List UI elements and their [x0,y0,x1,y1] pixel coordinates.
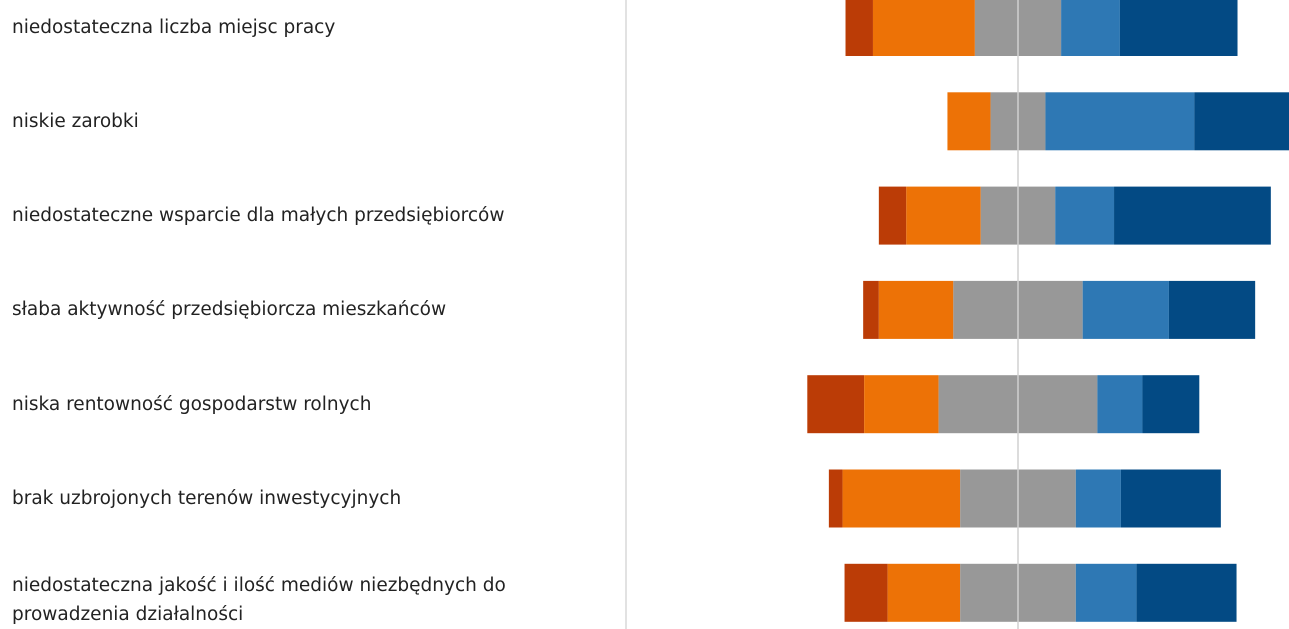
bar-segment [807,375,865,434]
bar-segment [1136,563,1237,622]
bar-segment [845,0,873,56]
category-label: niedostateczne wsparcie dla małych przed… [12,205,505,227]
bar-segment [1082,280,1169,339]
bar-segment [1045,92,1195,151]
bar-segment [1075,563,1137,622]
bar-segment [863,280,879,339]
bar-segment [844,563,888,622]
bar-segment [887,563,961,622]
category-label: niska rentowność gospodarstw rolnych [12,393,372,415]
bar-segment [878,280,954,339]
bar-segment [864,375,939,434]
category-label: niedostateczna liczba miejsc pracy [12,16,336,38]
category-label: niskie zarobki [12,110,139,132]
bar-segment [1120,469,1221,528]
bar-segment [1119,0,1238,56]
category-label: niedostateczna jakość i ilość mediów nie… [12,574,506,625]
bar-segment [1168,280,1256,339]
bar-segment [828,469,843,528]
bar-segment [1097,375,1143,434]
bar-segment [1194,92,1289,151]
bar-segment [842,469,961,528]
bar-segment [1114,186,1271,245]
bar-segment [1055,186,1115,245]
bar-segment [878,186,907,245]
bar-segment [1142,375,1200,434]
category-label: brak uzbrojonych terenów inwestycyjnych [12,488,402,509]
bar-segment [947,92,991,151]
bar-segment [906,186,981,245]
category-label: słaba aktywność przedsiębiorcza mieszkań… [12,299,447,321]
bar-segment [872,0,975,56]
bar-segment [1075,469,1121,528]
bar-segment [1061,0,1120,56]
